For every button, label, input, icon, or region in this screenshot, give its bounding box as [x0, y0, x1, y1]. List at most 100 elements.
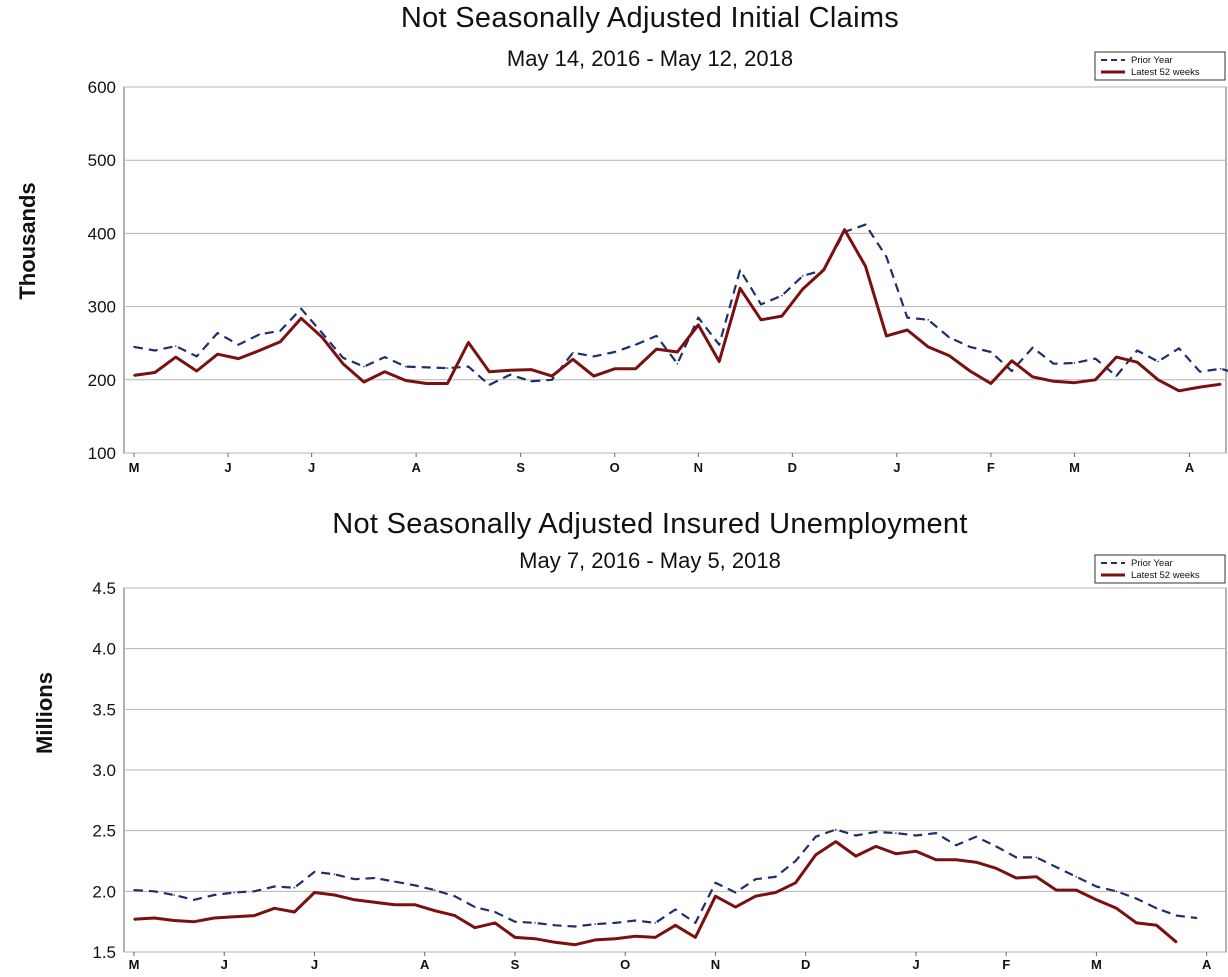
data-point-latest-52-weeks	[1052, 380, 1055, 383]
data-point-latest-52-weeks	[794, 882, 797, 884]
data-point-prior-year	[454, 895, 456, 897]
x-tick-label: M	[129, 460, 140, 475]
data-point-prior-year	[574, 925, 576, 928]
data-point-latest-52-weeks	[321, 336, 323, 339]
data-point-prior-year	[613, 351, 616, 353]
series-line-prior-year	[133, 828, 1197, 928]
data-point-latest-52-weeks	[530, 368, 532, 371]
data-point-latest-52-weeks	[955, 858, 957, 861]
y-tick-label: 3.5	[92, 700, 116, 719]
legend-label-prior-year: Prior Year	[1131, 55, 1173, 66]
data-point-prior-year	[794, 860, 797, 862]
data-point-prior-year	[1136, 349, 1138, 352]
data-point-latest-52-weeks	[948, 354, 950, 357]
data-point-latest-52-weeks	[1136, 361, 1138, 364]
data-point-latest-52-weeks	[718, 360, 720, 363]
data-point-prior-year	[333, 873, 336, 876]
data-point-prior-year	[175, 345, 177, 347]
data-point-prior-year	[1195, 917, 1198, 919]
data-point-latest-52-weeks	[373, 901, 376, 904]
data-point-prior-year	[195, 355, 198, 358]
data-point-prior-year	[554, 924, 556, 927]
data-point-latest-52-weeks	[1035, 875, 1038, 878]
data-point-prior-year	[614, 922, 616, 924]
data-point-latest-52-weeks	[935, 858, 937, 861]
data-point-latest-52-weeks	[494, 922, 496, 924]
data-point-prior-year	[1135, 897, 1138, 900]
x-tick-label: A	[1185, 460, 1195, 475]
x-tick-label: N	[711, 957, 720, 972]
chart-panel-insured-unemployment: Not Seasonally Adjusted Insured Unemploy…	[0, 500, 1228, 977]
chart-subtitle: May 7, 2016 - May 5, 2018	[519, 548, 781, 573]
data-point-latest-52-weeks	[572, 358, 574, 361]
data-point-prior-year	[413, 884, 416, 887]
data-point-prior-year	[494, 911, 496, 913]
data-point-latest-52-weeks	[1115, 907, 1118, 910]
data-point-prior-year	[509, 373, 512, 376]
data-point-latest-52-weeks	[175, 356, 177, 358]
data-point-prior-year	[313, 871, 316, 873]
y-tick-label: 2.0	[92, 882, 116, 901]
data-point-prior-year	[1220, 368, 1222, 370]
x-tick-label: A	[420, 957, 430, 972]
data-point-latest-52-weeks	[676, 351, 679, 353]
chart-subtitle: May 14, 2016 - May 12, 2018	[506, 46, 794, 71]
y-tick-label: 1.5	[92, 943, 116, 962]
data-point-prior-year	[948, 336, 950, 339]
data-point-latest-52-weeks	[1157, 379, 1159, 381]
data-point-prior-year	[373, 877, 376, 879]
data-point-prior-year	[384, 356, 386, 358]
data-point-latest-52-weeks	[634, 935, 637, 938]
data-point-prior-year	[363, 365, 365, 368]
data-point-prior-year	[1094, 357, 1097, 360]
data-point-prior-year	[969, 346, 971, 348]
data-point-prior-year	[1075, 875, 1078, 878]
data-point-latest-52-weeks	[1199, 386, 1201, 388]
data-point-latest-52-weeks	[509, 369, 512, 372]
data-point-latest-52-weeks	[855, 855, 857, 857]
data-point-latest-52-weeks	[1011, 359, 1013, 362]
x-tick-label: F	[987, 460, 995, 475]
data-point-latest-52-weeks	[413, 903, 416, 906]
data-point-latest-52-weeks	[1135, 922, 1138, 924]
data-point-prior-year	[572, 351, 574, 354]
data-point-prior-year	[855, 834, 857, 837]
data-point-prior-year	[885, 256, 888, 258]
data-point-prior-year	[674, 908, 677, 911]
data-point-prior-year	[1055, 866, 1058, 868]
data-point-latest-52-weeks	[593, 375, 595, 377]
data-point-prior-year	[1073, 362, 1076, 364]
data-point-prior-year	[1157, 360, 1159, 363]
data-point-latest-52-weeks	[927, 346, 929, 348]
data-point-prior-year	[1115, 375, 1118, 377]
data-point-prior-year	[534, 922, 536, 924]
data-point-latest-52-weeks	[363, 381, 365, 383]
data-point-latest-52-weeks	[514, 936, 516, 939]
data-point-latest-52-weeks	[534, 937, 536, 940]
y-tick-label: 3.0	[92, 761, 116, 780]
data-point-prior-year	[173, 894, 175, 896]
data-point-latest-52-weeks	[353, 899, 356, 901]
y-tick-label: 2.5	[92, 822, 116, 841]
data-point-latest-52-weeks	[1031, 376, 1034, 378]
data-point-prior-year	[714, 882, 717, 884]
data-point-latest-52-weeks	[404, 379, 407, 382]
data-point-prior-year	[404, 365, 407, 368]
data-point-prior-year	[906, 316, 909, 319]
plot-area	[123, 86, 1227, 454]
data-point-latest-52-weeks	[1075, 889, 1078, 891]
data-point-latest-52-weeks	[739, 287, 741, 290]
data-point-prior-year	[1011, 370, 1013, 372]
data-point-latest-52-weeks	[885, 335, 888, 337]
x-tick-label: A	[411, 460, 421, 475]
data-point-latest-52-weeks	[697, 324, 700, 326]
line-chart-initial-claims: 100200300400500600MJJASONDJFMAMPrior Yea…	[88, 51, 1228, 475]
data-point-latest-52-weeks	[1220, 383, 1222, 385]
data-point-latest-52-weeks	[995, 867, 997, 870]
data-point-prior-year	[446, 367, 449, 369]
line-chart-insured-unemployment: 1.52.02.53.03.54.04.5MJJASONDJFMAMPrior …	[92, 554, 1227, 972]
data-point-latest-52-weeks	[969, 370, 971, 372]
data-point-prior-year	[279, 329, 282, 332]
data-point-latest-52-weeks	[195, 370, 198, 372]
data-point-prior-year	[697, 316, 700, 319]
